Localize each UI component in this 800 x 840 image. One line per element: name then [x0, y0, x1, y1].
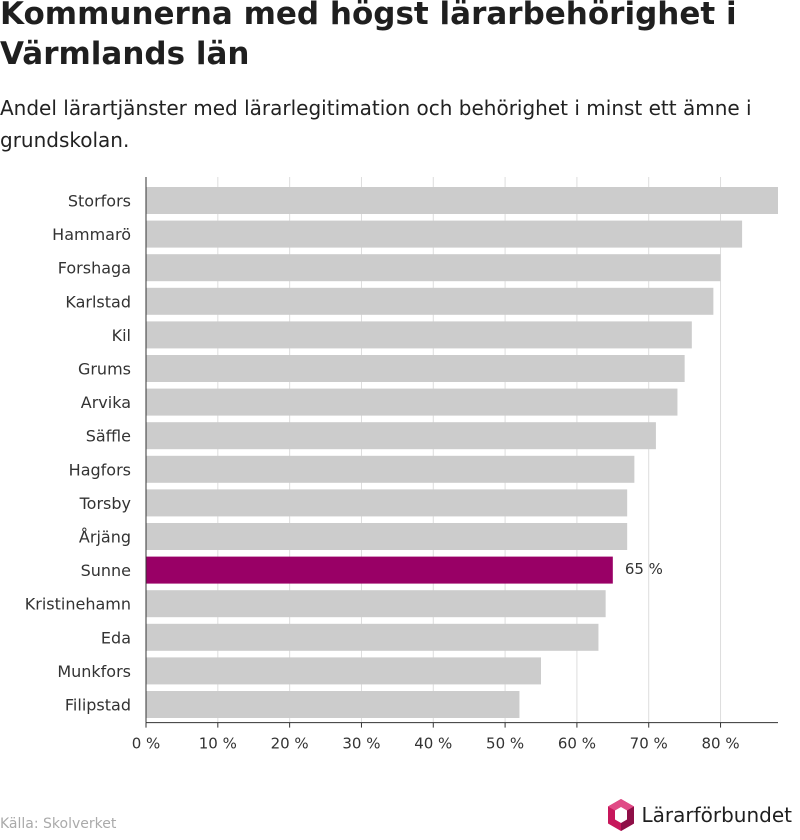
- bar: [146, 388, 678, 416]
- bar: [146, 220, 743, 248]
- bar: [146, 691, 520, 718]
- source-note: Källa: Skolverket: [0, 816, 117, 832]
- bar: [146, 556, 613, 584]
- bar: [146, 187, 778, 214]
- bar: [146, 523, 628, 550]
- bar-chart: Storfors Hammarö Forshaga Karlstad Kil Grums A…: [25, 177, 778, 753]
- bar: [146, 455, 635, 483]
- bar: [146, 287, 714, 315]
- x-tick-label: 0 %: [132, 735, 161, 753]
- category-label: Arvika: [81, 393, 131, 412]
- category-label: Torsby: [79, 494, 131, 513]
- category-label: Grums: [78, 360, 131, 379]
- category-label: Hammarö: [52, 225, 131, 244]
- category-label: Filipstad: [65, 696, 131, 715]
- bar: [146, 422, 656, 450]
- chart-subtitle: Andel lärartjänster med lärarlegitimatio…: [0, 96, 752, 152]
- x-tick-label: 10 %: [199, 735, 237, 753]
- x-tick-label: 50 %: [486, 735, 524, 753]
- bar: [146, 321, 692, 349]
- category-label: Årjäng: [79, 528, 131, 547]
- x-tick-label: 60 %: [558, 735, 596, 753]
- brand-name: Lärarförbundet: [641, 803, 793, 827]
- x-tick-label: 20 %: [271, 735, 309, 753]
- bar: [146, 489, 628, 517]
- category-label: Kristinehamn: [25, 595, 131, 614]
- x-tick-label: 30 %: [342, 735, 380, 753]
- bar: [146, 355, 685, 382]
- x-tick-label: 40 %: [414, 735, 452, 753]
- bar: [146, 623, 599, 651]
- category-label: Sunne: [81, 561, 131, 580]
- x-tick-label: 80 %: [701, 735, 739, 753]
- brand-logo: Lärarförbundet: [606, 798, 793, 832]
- data-label: 65 %: [625, 560, 663, 578]
- category-label: Kil: [112, 326, 131, 345]
- chart-title: Kommunerna med högst lärarbehörighet i V…: [0, 0, 737, 72]
- hexagon-logo-icon: [607, 799, 634, 831]
- category-label: Munkfors: [57, 662, 131, 681]
- bar: [146, 657, 541, 685]
- bar: [146, 254, 721, 282]
- category-label: Storfors: [68, 192, 131, 211]
- category-label: Hagfors: [69, 460, 131, 479]
- category-label: Eda: [101, 628, 131, 647]
- x-tick-label: 70 %: [630, 735, 668, 753]
- category-label: Karlstad: [65, 292, 131, 311]
- category-label: Forshaga: [58, 259, 131, 278]
- category-label: Säffle: [86, 427, 131, 446]
- bar: [146, 590, 606, 618]
